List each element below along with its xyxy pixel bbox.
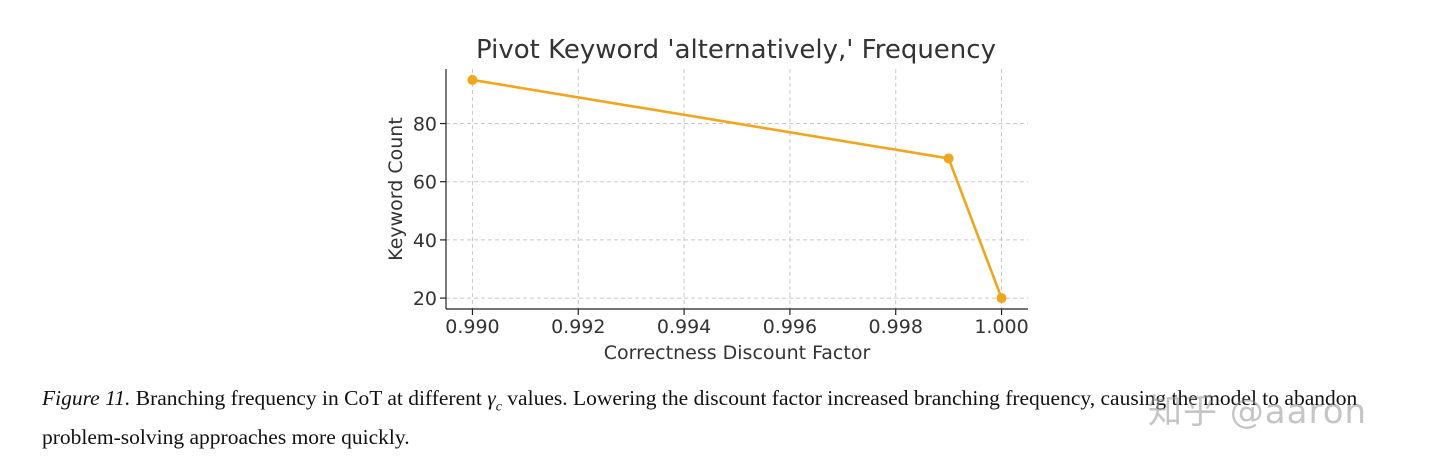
y-tick-label: 80: [413, 114, 437, 136]
x-tick-label: 1.000: [974, 316, 1028, 338]
x-tick-label: 0.998: [869, 316, 923, 338]
grid-lines: [446, 69, 1028, 309]
gamma-subscript: c: [495, 399, 502, 415]
caption-text-2: values. Lowering the discount factor inc…: [42, 386, 1358, 450]
y-tick-label: 60: [413, 172, 437, 194]
x-axis-ticks: 0.990 0.992 0.994 0.996 0.998 1.000: [445, 309, 1029, 338]
x-tick-label: 0.992: [551, 316, 605, 338]
chart-title: Pivot Keyword 'alternatively,' Frequency: [476, 35, 996, 65]
data-point: [943, 153, 954, 164]
axes: [445, 69, 1028, 310]
y-tick-label: 40: [413, 230, 437, 252]
figure-caption: Figure 11. Branching frequency in CoT at…: [42, 383, 1412, 452]
x-tick-label: 0.996: [763, 316, 817, 338]
series-line: [472, 78, 1003, 299]
data-point: [467, 74, 478, 85]
gamma-letter: γ: [487, 386, 496, 410]
y-axis-ticks: 20 40 60 80: [413, 114, 446, 310]
caption-text-1: Branching frequency in CoT at different: [130, 386, 488, 410]
gamma-symbol: γc: [487, 386, 502, 414]
y-tick-label: 20: [413, 288, 437, 310]
data-point: [996, 293, 1007, 304]
y-axis-label: Keyword Count: [385, 117, 407, 261]
caption-label: Figure 11.: [42, 386, 131, 410]
line-chart: Pivot Keyword 'alternatively,' Frequency…: [385, 35, 1029, 364]
x-axis-label: Correctness Discount Factor: [604, 342, 871, 364]
x-tick-label: 0.994: [657, 316, 711, 338]
x-tick-label: 0.990: [445, 316, 499, 338]
series: [467, 74, 1007, 304]
